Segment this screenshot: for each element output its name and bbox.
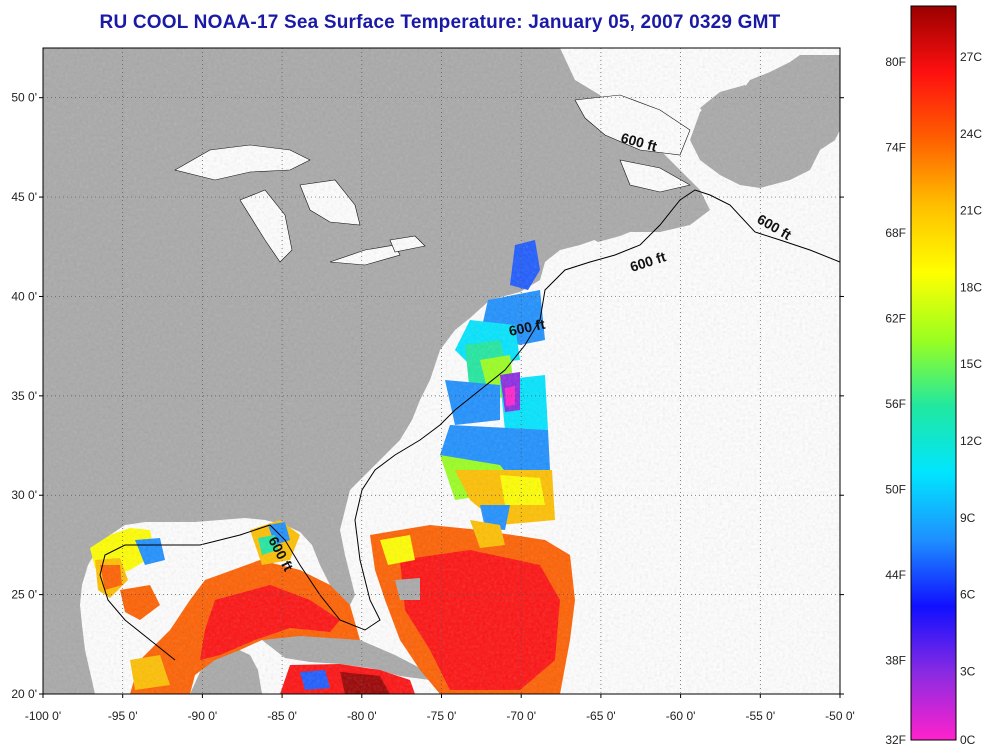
lon-tick-label: -80 0' <box>347 709 377 723</box>
colorbar-c-label: 21C <box>960 204 982 218</box>
map-title: RU COOL NOAA-17 Sea Surface Temperature:… <box>99 12 781 33</box>
colorbar-c-label: 9C <box>960 511 976 525</box>
graticule <box>43 48 840 694</box>
lon-tick-label: -100 0' <box>25 709 61 723</box>
colorbar-f-label: 80F <box>885 55 906 69</box>
colorbar-bar <box>910 5 957 741</box>
colorbar-c-label: 27C <box>960 50 982 64</box>
sst-swath <box>43 48 840 694</box>
lat-tick-label: 35 0' <box>11 389 37 403</box>
colorbar: 80F 74F 68F 62F 56F 50F 44F 38F 32F 27C 24C 21C 18C… <box>885 5 982 747</box>
lat-tick-label: 25 0' <box>11 588 37 602</box>
colorbar-c-label: 24C <box>960 127 982 141</box>
lon-tick-label: -50 0' <box>825 709 855 723</box>
lat-tick-label: 40 0' <box>11 289 37 303</box>
colorbar-f-label: 56F <box>885 397 906 411</box>
lon-tick-label: -70 0' <box>506 709 536 723</box>
isobath-label-new-jersey: 600 ft <box>507 316 546 339</box>
colorbar-c-label: 6C <box>960 588 976 602</box>
isobath-600ft <box>99 189 840 661</box>
lon-tick-label: -90 0' <box>188 709 218 723</box>
colorbar-f-label: 32F <box>885 733 906 747</box>
colorbar-f-label: 68F <box>885 226 906 240</box>
colorbar-fahrenheit-labels: 80F 74F 68F 62F 56F 50F 44F 38F 32F <box>885 55 906 747</box>
colorbar-f-label: 50F <box>885 483 906 497</box>
lon-tick-label: -95 0' <box>108 709 138 723</box>
lon-tick-label: -75 0' <box>427 709 457 723</box>
colorbar-celsius-labels: 27C 24C 21C 18C 15C 12C 9C 6C 3C 0C <box>960 50 982 747</box>
lon-tick-label: -65 0' <box>586 709 616 723</box>
colorbar-f-label: 74F <box>885 141 906 155</box>
colorbar-f-label: 38F <box>885 654 906 668</box>
lat-tick-label: 50 0' <box>11 91 37 105</box>
lon-tick-label: -85 0' <box>267 709 297 723</box>
colorbar-c-label: 3C <box>960 664 976 678</box>
lat-tick-label: 20 0' <box>11 687 37 701</box>
colorbar-f-label: 44F <box>885 568 906 582</box>
latitude-ticks: 20 0' 25 0' 30 0' 35 0' 40 0' 45 0' 50 0' <box>11 91 844 701</box>
lat-tick-label: 45 0' <box>11 190 37 204</box>
colorbar-f-label: 62F <box>885 312 906 326</box>
colorbar-c-label: 18C <box>960 280 982 294</box>
lat-tick-label: 30 0' <box>11 488 37 502</box>
lon-tick-label: -55 0' <box>745 709 775 723</box>
colorbar-c-label: 15C <box>960 357 982 371</box>
lon-tick-label: -60 0' <box>666 709 696 723</box>
colorbar-c-label: 12C <box>960 434 982 448</box>
colorbar-c-label: 0C <box>960 733 976 747</box>
longitude-ticks: -100 0' -95 0' -90 0' -85 0' -80 0' -75 0' -70… <box>25 694 855 723</box>
